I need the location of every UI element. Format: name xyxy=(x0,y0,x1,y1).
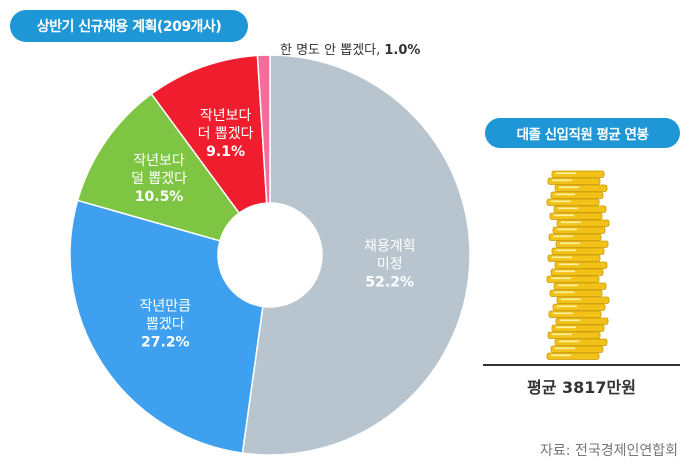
average-salary: 평균 3817만원 xyxy=(527,378,636,397)
salary-title: 대졸 신입직원 평균 연봉 xyxy=(485,118,680,148)
slice-undecided xyxy=(241,54,471,456)
slice-fewer xyxy=(76,92,241,242)
slice-label-none: 한 명도 안 뽑겠다, 1.0% xyxy=(280,43,420,58)
slice-same xyxy=(69,199,264,454)
slice-none xyxy=(256,54,271,204)
slice-more xyxy=(150,54,268,215)
chart-title: 상반기 신규채용 계획(209개사) xyxy=(10,10,248,42)
slice-same-label: 작년만큼 뽑겠다 27.2% xyxy=(140,298,192,350)
source-note: 자료: 전국경제인연합회 xyxy=(540,443,678,459)
coin-baseline xyxy=(483,364,680,366)
slice-fewer-label: 작년보다 덜 뽑겠다 10.5% xyxy=(131,153,187,205)
donut-chart: 채용계획 미정 52.2% 작년만큼 뽑겠다 27.2% 작년보다 덜 뽑겠다 10.5%작년보… xyxy=(69,43,471,456)
slice-undecided-label: 채용계획 미정 52.2% xyxy=(364,238,416,290)
coin-stack-icon xyxy=(546,170,610,360)
slice-more-label: 작년보다 더 뽑겠다 9.1% xyxy=(198,108,254,160)
